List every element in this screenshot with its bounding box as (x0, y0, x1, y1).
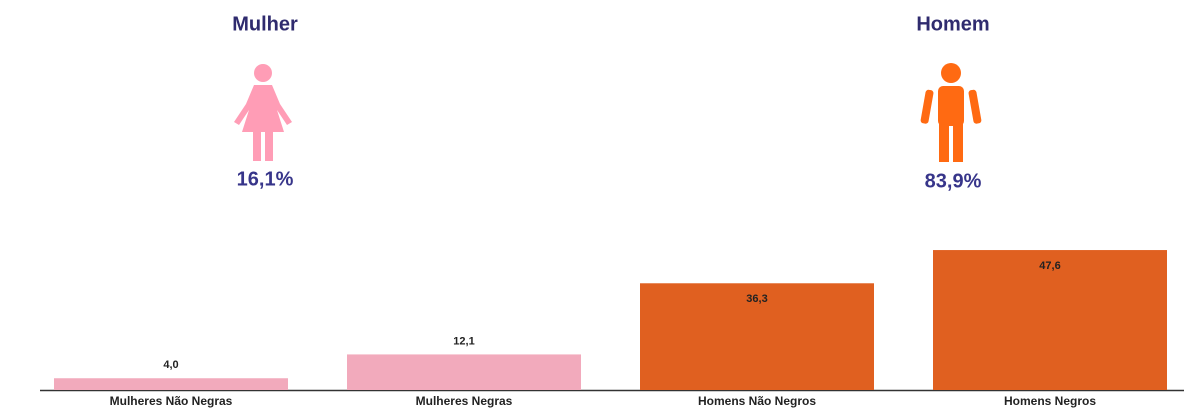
x-tick-label: Mulheres Negras (416, 394, 513, 408)
group-title: Mulher (232, 13, 298, 35)
value-label: 36,3 (746, 293, 767, 305)
group-percent: 16,1% (237, 168, 294, 190)
woman-icon (234, 64, 292, 161)
group-percent: 83,9% (925, 170, 982, 192)
group-title: Homem (916, 13, 989, 35)
bar (640, 283, 874, 390)
value-label: 47,6 (1039, 260, 1060, 272)
value-label: 12,1 (453, 335, 474, 347)
bar (54, 378, 288, 390)
x-tick-label: Homens Não Negros (698, 394, 816, 408)
bar (933, 250, 1167, 390)
man-icon (920, 63, 982, 162)
x-tick-label: Homens Negros (1004, 394, 1096, 408)
x-tick-label: Mulheres Não Negras (110, 394, 233, 408)
bar (347, 354, 581, 390)
value-label: 4,0 (163, 359, 178, 371)
